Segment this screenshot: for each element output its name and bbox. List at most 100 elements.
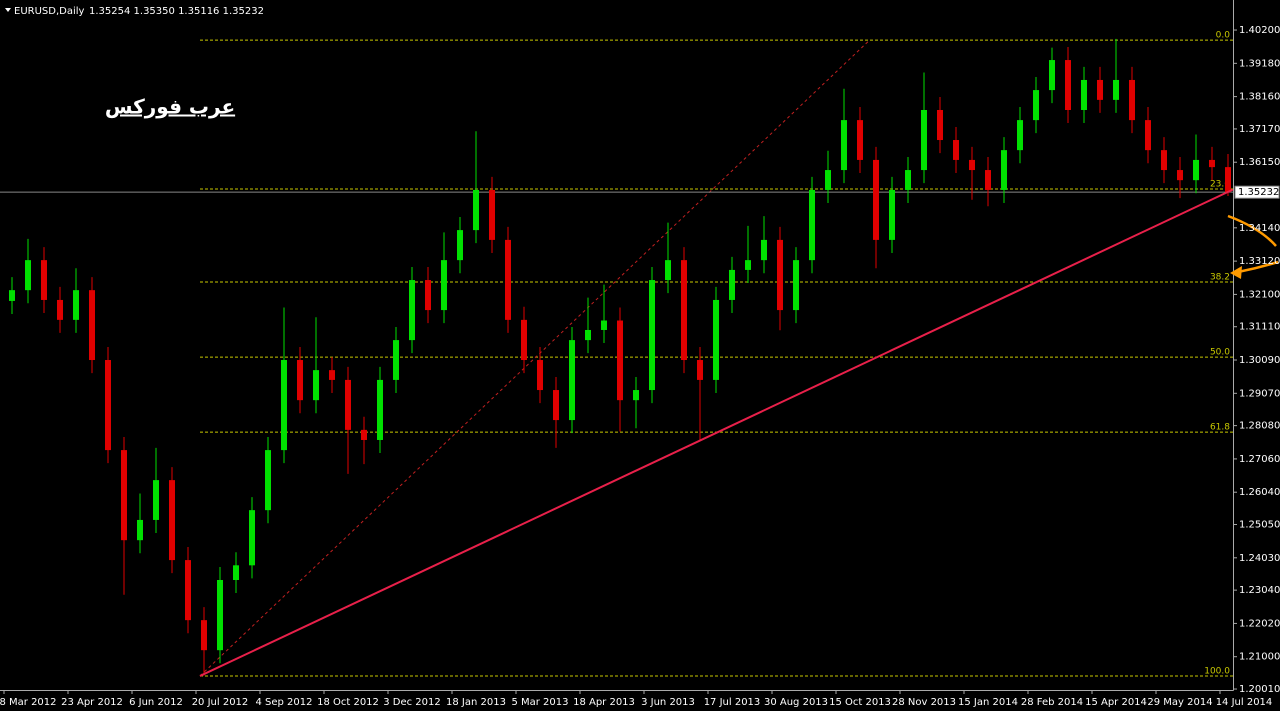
y-tick-label: 1.26040 bbox=[1239, 487, 1280, 498]
candle-body bbox=[889, 189, 895, 240]
x-tick-label: 14 Jul 2014 bbox=[1216, 697, 1273, 708]
fib-label: 61.8 bbox=[1210, 423, 1230, 433]
x-tick-label: 15 Oct 2013 bbox=[829, 697, 891, 708]
candle-body bbox=[1177, 170, 1183, 181]
y-tick-label: 1.32100 bbox=[1239, 289, 1280, 300]
candle-body bbox=[57, 299, 63, 320]
candle-body bbox=[1081, 79, 1087, 110]
x-tick-label: 28 Feb 2014 bbox=[1021, 697, 1083, 708]
candle-body bbox=[777, 239, 783, 311]
candle-body bbox=[601, 320, 607, 330]
candle-body bbox=[1161, 150, 1167, 171]
candle-body bbox=[1145, 120, 1151, 151]
y-tick-label: 1.31110 bbox=[1239, 322, 1280, 333]
candle-body bbox=[169, 480, 175, 561]
candle-body bbox=[985, 170, 991, 190]
y-tick-label: 1.40200 bbox=[1239, 25, 1280, 36]
candle-body bbox=[681, 260, 687, 361]
candle-body bbox=[1097, 79, 1103, 100]
y-tick-label: 1.38160 bbox=[1239, 92, 1280, 103]
candle-body bbox=[537, 360, 543, 391]
y-tick-label: 1.21000 bbox=[1239, 652, 1280, 663]
y-tick-label: 1.37170 bbox=[1239, 124, 1280, 135]
header-quote: 1.35254 1.35350 1.35116 1.35232 bbox=[89, 6, 264, 17]
fib-label: 100.0 bbox=[1204, 666, 1230, 676]
x-tick-label: 3 Jun 2013 bbox=[641, 697, 695, 708]
candle-body bbox=[9, 290, 15, 301]
candle-body bbox=[121, 450, 127, 541]
x-tick-label: 4 Sep 2012 bbox=[255, 697, 312, 708]
watermark: عرب فوركس bbox=[105, 95, 235, 119]
candle-body bbox=[617, 320, 623, 401]
y-tick-label: 1.22020 bbox=[1239, 618, 1280, 629]
y-tick-label: 1.30090 bbox=[1239, 355, 1280, 366]
candle-body bbox=[905, 170, 911, 190]
candle-body bbox=[137, 519, 143, 541]
candle-body bbox=[553, 390, 559, 421]
candle-body bbox=[505, 239, 511, 320]
symbol-title: EURUSD,Daily bbox=[14, 6, 85, 17]
candle-body bbox=[793, 260, 799, 311]
y-tick-label: 1.34140 bbox=[1239, 223, 1280, 234]
current-price-label: 1.35232 bbox=[1238, 187, 1279, 198]
candle-body bbox=[393, 340, 399, 380]
candle-body bbox=[153, 480, 159, 520]
candle-body bbox=[313, 370, 319, 401]
candle-body bbox=[73, 290, 79, 320]
candle-body bbox=[89, 290, 95, 361]
current-price-box bbox=[1234, 185, 1280, 199]
candle-body bbox=[1001, 150, 1007, 190]
candle-body bbox=[265, 450, 271, 511]
fib-label: 38.2 bbox=[1210, 273, 1230, 283]
candle-body bbox=[249, 510, 255, 566]
y-tick-label: 1.33120 bbox=[1239, 256, 1280, 267]
candle-body bbox=[665, 260, 671, 281]
candle-body bbox=[361, 429, 367, 440]
x-tick-label: 30 Aug 2013 bbox=[764, 697, 828, 708]
y-tick-label: 1.36150 bbox=[1239, 157, 1280, 168]
candle-body bbox=[1065, 60, 1071, 110]
candle-body bbox=[1033, 90, 1039, 121]
candle-body bbox=[569, 340, 575, 421]
candle-body bbox=[1193, 159, 1199, 181]
candle-body bbox=[841, 120, 847, 171]
x-tick-label: 15 Apr 2014 bbox=[1085, 697, 1147, 708]
x-tick-label: 18 Oct 2012 bbox=[317, 697, 379, 708]
candle-body bbox=[377, 379, 383, 440]
candle-body bbox=[1113, 79, 1119, 100]
candle-body bbox=[105, 360, 111, 451]
candle-body bbox=[713, 299, 719, 380]
candle-body bbox=[649, 280, 655, 391]
candle-body bbox=[345, 379, 351, 430]
y-tick-label: 1.24030 bbox=[1239, 553, 1280, 564]
orange-arrows bbox=[1227, 214, 1279, 279]
candle-body bbox=[825, 170, 831, 190]
x-tick-label: 5 Mar 2013 bbox=[511, 697, 568, 708]
candle-body bbox=[809, 189, 815, 261]
x-tick-label: 17 Jul 2013 bbox=[704, 697, 761, 708]
fib-diagonal bbox=[199, 39, 870, 677]
trendline bbox=[199, 188, 1234, 677]
menu-triangle[interactable] bbox=[5, 8, 11, 12]
candle-body bbox=[761, 239, 767, 261]
y-tick-label: 1.28080 bbox=[1239, 421, 1280, 432]
candle-body bbox=[41, 260, 47, 300]
candle-body bbox=[1129, 79, 1135, 121]
x-tick-label: 6 Jun 2012 bbox=[129, 697, 183, 708]
x-tick-label: 28 Nov 2013 bbox=[892, 697, 956, 708]
x-tick-label: 8 Mar 2012 bbox=[0, 697, 57, 708]
candle-body bbox=[729, 269, 735, 300]
x-tick-label: 3 Dec 2012 bbox=[383, 697, 441, 708]
candle-body bbox=[457, 230, 463, 261]
y-tick-label: 1.23040 bbox=[1239, 585, 1280, 596]
candle-body bbox=[953, 140, 959, 160]
y-tick-label: 1.29070 bbox=[1239, 388, 1280, 399]
candle-body bbox=[473, 189, 479, 231]
candle-body bbox=[745, 260, 751, 270]
candle-body bbox=[1049, 60, 1055, 91]
candle-body bbox=[281, 360, 287, 451]
fib-label: 0.0 bbox=[1216, 31, 1231, 41]
candle-body bbox=[633, 390, 639, 401]
